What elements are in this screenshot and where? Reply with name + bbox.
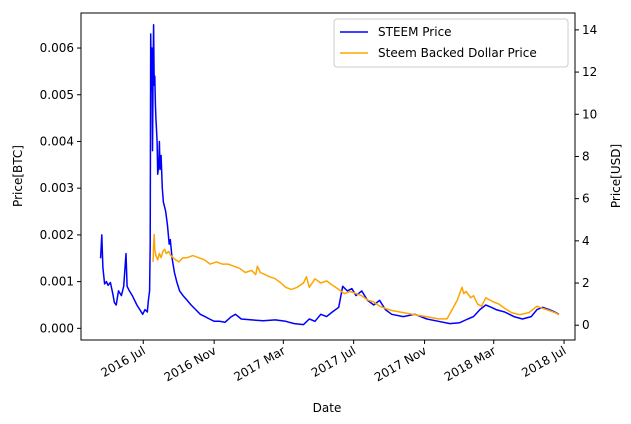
series-line-steem-backed-dollar-price bbox=[152, 233, 560, 320]
right-y-tick-label: 0 bbox=[582, 318, 590, 332]
legend-box bbox=[333, 18, 569, 68]
left-y-tick-label: 0.004 bbox=[40, 134, 74, 148]
legend-label-steem-price: STEEM Price bbox=[378, 25, 452, 39]
x-axis-title: Date bbox=[313, 401, 342, 415]
left-y-tick-label: 0.005 bbox=[40, 88, 74, 102]
right-y-axis: 0 2 4 6 8 10 12 14 bbox=[575, 23, 597, 332]
left-y-tick-label: 0.001 bbox=[40, 275, 74, 289]
left-y-tick-label: 0.000 bbox=[40, 321, 74, 335]
right-y-tick-label: 10 bbox=[582, 107, 597, 121]
right-y-tick-label: 4 bbox=[582, 234, 590, 248]
legend-label-sbd-price: Steem Backed Dollar Price bbox=[378, 46, 537, 60]
plot-frame bbox=[80, 12, 576, 341]
right-y-tick-label: 14 bbox=[582, 23, 597, 37]
left-y-axis-title: Price[BTC] bbox=[11, 145, 25, 207]
legend: STEEM Price Steem Backed Dollar Price bbox=[333, 18, 569, 68]
right-y-tick-label: 8 bbox=[582, 149, 590, 163]
right-y-axis-title: Price[USD] bbox=[609, 144, 623, 208]
left-y-axis: 0.000 0.001 0.002 0.003 0.004 0.005 0.006 bbox=[40, 41, 81, 335]
left-y-tick-label: 0.002 bbox=[40, 228, 74, 242]
series-line-steem-price bbox=[99, 23, 560, 326]
left-y-tick-label: 0.003 bbox=[40, 181, 74, 195]
right-y-tick-label: 2 bbox=[582, 276, 590, 290]
right-y-tick-label: 6 bbox=[582, 192, 590, 206]
series-layer bbox=[99, 23, 560, 326]
left-y-tick-label: 0.006 bbox=[40, 41, 74, 55]
right-y-tick-label: 12 bbox=[582, 65, 597, 79]
